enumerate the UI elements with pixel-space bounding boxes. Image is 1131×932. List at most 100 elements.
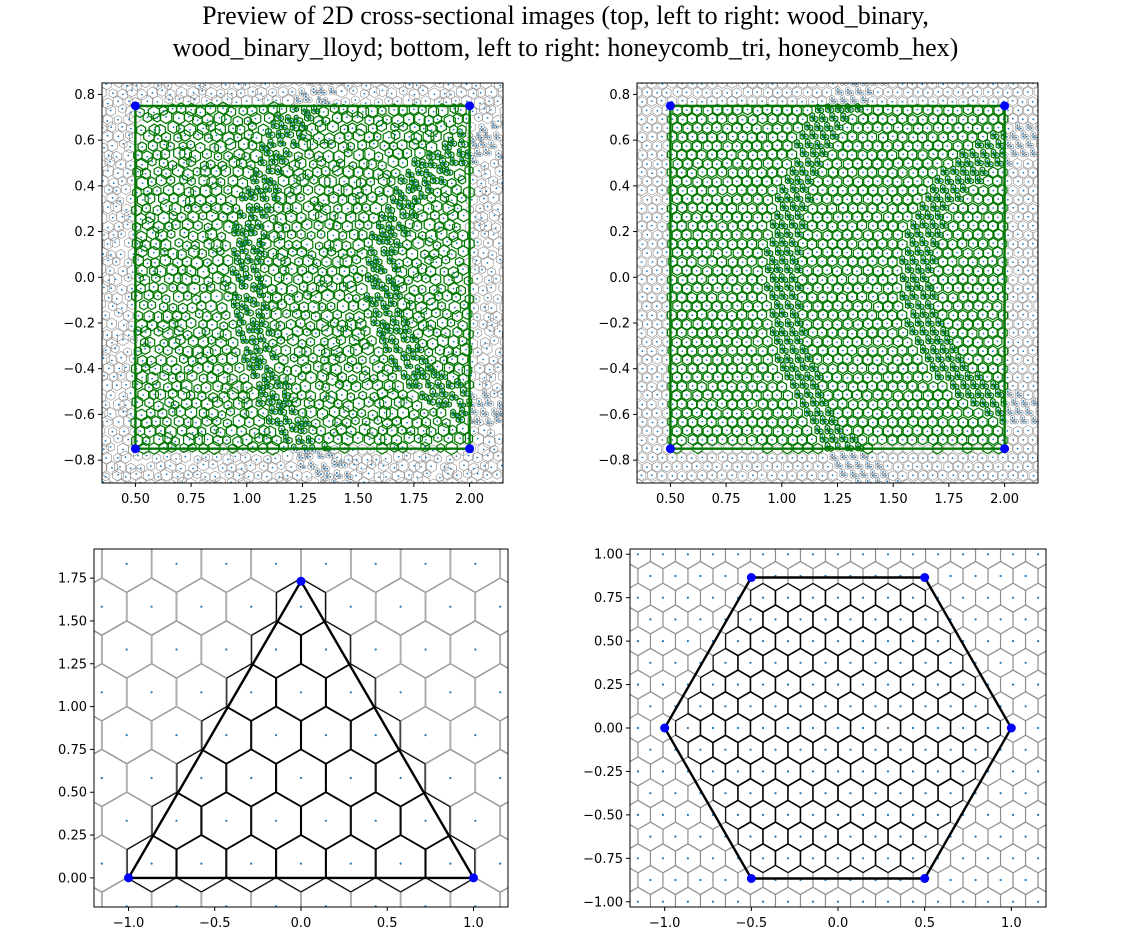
seed-point bbox=[363, 343, 366, 345]
seed-point bbox=[271, 170, 273, 173]
seed-point bbox=[471, 403, 474, 406]
voronoi-cell bbox=[485, 104, 496, 116]
seed-point bbox=[280, 171, 283, 174]
seed-point bbox=[369, 180, 372, 183]
seed-point bbox=[339, 475, 342, 478]
voronoi-cell bbox=[511, 126, 516, 132]
seed-point bbox=[98, 208, 100, 210]
seed-point bbox=[259, 161, 262, 164]
seed-point bbox=[335, 475, 338, 478]
seed-point bbox=[224, 387, 227, 390]
voronoi-cell bbox=[397, 189, 403, 195]
seed-point bbox=[304, 385, 307, 387]
seed-point bbox=[415, 338, 417, 341]
voronoi-cell bbox=[515, 379, 524, 390]
seed-point bbox=[186, 244, 188, 247]
seed-point bbox=[291, 411, 293, 413]
voronoi-cell bbox=[385, 203, 392, 211]
seed-point bbox=[297, 422, 299, 425]
seed-point bbox=[325, 280, 328, 282]
seed-point bbox=[371, 196, 374, 199]
seed-point bbox=[449, 467, 452, 470]
voronoi-cell bbox=[360, 183, 372, 197]
seed-point bbox=[430, 324, 432, 326]
voronoi-cell bbox=[500, 123, 503, 129]
seed-point bbox=[473, 251, 475, 254]
voronoi-cell bbox=[393, 450, 405, 464]
seed-point bbox=[328, 190, 330, 192]
voronoi-cell bbox=[206, 371, 218, 384]
seed-point bbox=[387, 205, 390, 208]
voronoi-cell bbox=[332, 417, 342, 428]
voronoi-cell bbox=[165, 490, 173, 499]
seed-point bbox=[187, 351, 189, 353]
seed-point bbox=[496, 473, 498, 476]
voronoi-cell bbox=[404, 218, 415, 230]
seed-point bbox=[513, 378, 515, 380]
voronoi-cell bbox=[152, 310, 164, 324]
voronoi-cell bbox=[199, 183, 213, 198]
seed-point bbox=[302, 285, 305, 288]
voronoi-cell bbox=[504, 450, 514, 462]
voronoi-cell bbox=[335, 158, 346, 169]
seed-point bbox=[410, 304, 412, 307]
seed-point bbox=[511, 306, 513, 308]
seed-point bbox=[413, 159, 416, 161]
seed-point bbox=[266, 205, 269, 208]
seed-point bbox=[349, 396, 352, 398]
seed-point bbox=[216, 223, 219, 226]
seed-point bbox=[441, 389, 444, 392]
seed-point bbox=[461, 412, 464, 415]
seed-point bbox=[471, 161, 474, 164]
voronoi-cell bbox=[405, 199, 412, 206]
seed-point bbox=[245, 347, 248, 350]
voronoi-cell bbox=[481, 392, 487, 399]
voronoi-cell bbox=[183, 432, 196, 448]
seed-point bbox=[258, 243, 261, 246]
seed-point bbox=[149, 197, 151, 200]
voronoi-cell bbox=[477, 246, 490, 260]
seed-point bbox=[256, 329, 258, 332]
voronoi-cell bbox=[270, 119, 276, 126]
seed-point bbox=[245, 276, 247, 279]
seed-point bbox=[306, 294, 309, 297]
seed-point bbox=[364, 369, 367, 372]
voronoi-cell bbox=[502, 312, 503, 320]
seed-point bbox=[233, 229, 236, 231]
seed-point bbox=[227, 155, 230, 158]
voronoi-cell bbox=[473, 377, 486, 392]
seed-point bbox=[192, 235, 194, 238]
seed-point bbox=[406, 356, 409, 359]
seed-point bbox=[312, 357, 314, 359]
seed-point bbox=[365, 420, 368, 423]
seed-point bbox=[320, 233, 322, 236]
voronoi-cell bbox=[167, 387, 178, 399]
voronoi-cell bbox=[482, 111, 493, 125]
seed-point bbox=[244, 197, 247, 200]
seed-point bbox=[459, 404, 461, 407]
voronoi-cell bbox=[164, 424, 177, 440]
seed-point bbox=[349, 475, 352, 478]
voronoi-cell bbox=[152, 149, 163, 161]
voronoi-cell bbox=[373, 432, 386, 446]
seed-point bbox=[151, 145, 154, 147]
seed-point bbox=[397, 385, 399, 388]
voronoi-cell bbox=[218, 390, 230, 404]
seed-point bbox=[411, 253, 413, 255]
seed-point bbox=[412, 353, 415, 356]
seed-point bbox=[384, 345, 387, 348]
voronoi-cell bbox=[425, 459, 437, 474]
seed-point bbox=[224, 314, 227, 316]
voronoi-cell bbox=[480, 302, 489, 313]
voronoi-cell bbox=[356, 264, 368, 277]
seed-point bbox=[464, 412, 467, 415]
seed-point bbox=[92, 252, 94, 254]
voronoi-cell bbox=[515, 418, 519, 422]
seed-point bbox=[277, 206, 280, 209]
seed-point bbox=[182, 199, 185, 202]
seed-point bbox=[274, 186, 277, 188]
seed-point bbox=[224, 244, 227, 247]
seed-point bbox=[323, 395, 326, 398]
voronoi-cell bbox=[431, 199, 443, 213]
voronoi-cell bbox=[129, 353, 138, 364]
